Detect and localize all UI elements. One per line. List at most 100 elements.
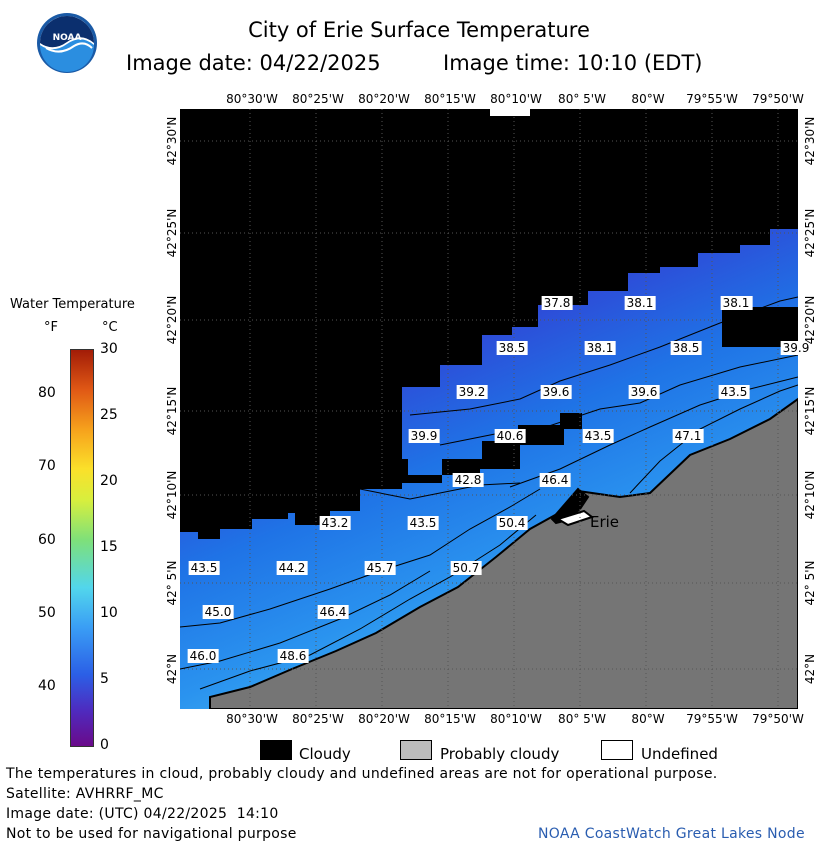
isotherm-label: 39.6 bbox=[540, 385, 572, 399]
colorbar-c-tick: 5 bbox=[100, 671, 109, 687]
longitude-label-top: 79°55'W bbox=[686, 92, 738, 106]
longitude-label-bottom: 80°25'W bbox=[292, 712, 344, 726]
isotherm-label: 39.2 bbox=[456, 385, 488, 399]
longitude-label-top: 79°50'W bbox=[752, 92, 804, 106]
colorbar-f-tick: 80 bbox=[38, 385, 56, 401]
colorbar-title: Water Temperature bbox=[10, 297, 135, 312]
longitude-label-bottom: 79°50'W bbox=[752, 712, 804, 726]
isotherm-label: 38.1 bbox=[720, 296, 752, 310]
latitude-label-left: 42°20'N bbox=[165, 295, 179, 345]
colorbar-c-tick: 30 bbox=[100, 341, 118, 357]
latitude-label-left: 42°30'N bbox=[165, 116, 179, 166]
colorbar-c-tick: 15 bbox=[100, 539, 118, 555]
legend-swatch-undefined bbox=[601, 740, 633, 760]
legend-label-cloudy: Cloudy bbox=[299, 745, 351, 763]
colorbar-f-tick: 50 bbox=[38, 605, 56, 621]
disclaimer-text: The temperatures in cloud, probably clou… bbox=[6, 766, 718, 782]
isotherm-label: 43.5 bbox=[188, 561, 220, 575]
isotherm-label: 45.0 bbox=[202, 605, 234, 619]
latitude-label-right: 42°N bbox=[803, 653, 817, 685]
latitude-label-left: 42°N bbox=[165, 653, 179, 685]
temperature-map bbox=[179, 109, 799, 710]
noaa-logo: NOAA bbox=[36, 12, 98, 74]
colorbar-c-tick: 25 bbox=[100, 407, 118, 423]
longitude-label-top: 80°W bbox=[631, 92, 665, 106]
longitude-label-bottom: 80°20'W bbox=[358, 712, 410, 726]
presque-isle-bay bbox=[555, 509, 595, 527]
latitude-label-right: 42°25'N bbox=[803, 208, 817, 258]
image-date: Image date: 04/22/2025 bbox=[126, 51, 381, 75]
longitude-label-top: 80° 5'W bbox=[558, 92, 606, 106]
colorbar-unit-f: °F bbox=[44, 320, 58, 335]
latitude-label-right: 42°30'N bbox=[803, 116, 817, 166]
utc-date-text: Image date: (UTC) 04/22/2025 14:10 bbox=[6, 806, 279, 822]
longitude-label-top: 80°25'W bbox=[292, 92, 344, 106]
isotherm-label: 46.4 bbox=[539, 473, 571, 487]
graticule bbox=[180, 109, 798, 709]
isotherm-label: 43.5 bbox=[407, 516, 439, 530]
isotherm-label: 46.0 bbox=[187, 649, 219, 663]
isotherm-label: 50.4 bbox=[496, 516, 528, 530]
credit-link[interactable]: NOAA CoastWatch Great Lakes Node bbox=[538, 826, 805, 842]
isotherm-label: 39.9 bbox=[780, 341, 812, 355]
isotherm-label: 50.7 bbox=[450, 561, 482, 575]
isotherm-label: 37.8 bbox=[541, 296, 573, 310]
longitude-label-top: 80°10'W bbox=[490, 92, 542, 106]
noaa-logo-icon bbox=[37, 13, 97, 73]
isotherm-label: 45.7 bbox=[364, 561, 396, 575]
latitude-label-left: 42° 5'N bbox=[165, 560, 179, 606]
colorbar-c-tick: 20 bbox=[100, 473, 118, 489]
isotherm-label: 38.1 bbox=[584, 341, 616, 355]
page-title: City of Erie Surface Temperature bbox=[248, 18, 590, 42]
longitude-label-top: 80°20'W bbox=[358, 92, 410, 106]
cloud-patch bbox=[722, 307, 798, 347]
longitude-label-bottom: 80°15'W bbox=[424, 712, 476, 726]
colorbar-c-tick: 0 bbox=[100, 737, 109, 753]
longitude-label-top: 80°30'W bbox=[226, 92, 278, 106]
longitude-label-bottom: 80° 5'W bbox=[558, 712, 606, 726]
undefined-patch bbox=[490, 109, 530, 116]
isotherm-label: 43.2 bbox=[319, 516, 351, 530]
isotherm-label: 42.8 bbox=[452, 473, 484, 487]
isotherm-label: 43.5 bbox=[718, 385, 750, 399]
legend-label-probably-cloudy: Probably cloudy bbox=[440, 745, 560, 763]
legend-swatch-cloudy bbox=[260, 740, 292, 760]
city-label-erie: Erie bbox=[590, 513, 620, 531]
colorbar-f-tick: 70 bbox=[38, 458, 56, 475]
longitude-label-top: 80°15'W bbox=[424, 92, 476, 106]
latitude-label-right: 42°20'N bbox=[803, 295, 817, 345]
colorbar bbox=[70, 349, 94, 747]
latitude-label-right: 42°10'N bbox=[803, 470, 817, 520]
colorbar-c-tick: 10 bbox=[100, 605, 118, 621]
colorbar-f-tick: 40 bbox=[38, 678, 56, 695]
latitude-label-left: 42°15'N bbox=[165, 386, 179, 436]
isotherm-label: 43.5 bbox=[582, 429, 614, 443]
map-panel: Erie 37.837.838.138.138.538.138.539.939.… bbox=[179, 109, 812, 710]
latitude-label-left: 42°10'N bbox=[165, 470, 179, 520]
legend-swatch-probably-cloudy bbox=[400, 740, 432, 760]
land-area bbox=[209, 397, 799, 710]
isotherm-label: 38.5 bbox=[496, 341, 528, 355]
isotherm-label: 48.6 bbox=[277, 649, 309, 663]
isotherm-label: 40.6 bbox=[494, 429, 526, 443]
isotherm-label: 46.4 bbox=[317, 605, 349, 619]
longitude-label-bottom: 80°10'W bbox=[490, 712, 542, 726]
longitude-label-bottom: 80°W bbox=[631, 712, 665, 726]
isotherm-label: 39.6 bbox=[628, 385, 660, 399]
latitude-label-left: 42°25'N bbox=[165, 208, 179, 258]
isotherm-label: 38.1 bbox=[624, 296, 656, 310]
longitude-label-bottom: 79°55'W bbox=[686, 712, 738, 726]
image-time: Image time: 10:10 (EDT) bbox=[443, 51, 703, 75]
longitude-label-bottom: 80°30'W bbox=[226, 712, 278, 726]
navigation-warning: Not to be used for navigational purpose bbox=[6, 826, 297, 842]
isotherm-label: 39.9 bbox=[408, 429, 440, 443]
latitude-label-right: 42°15'N bbox=[803, 386, 817, 436]
legend-label-undefined: Undefined bbox=[641, 745, 718, 763]
isotherm-label: 38.5 bbox=[670, 341, 702, 355]
logo-text: NOAA bbox=[52, 33, 82, 43]
isotherm-label: 47.1 bbox=[672, 429, 704, 443]
colorbar-f-tick: 60 bbox=[38, 531, 56, 548]
latitude-label-right: 42° 5'N bbox=[803, 560, 817, 606]
satellite-text: Satellite: AVHRRF_MC bbox=[6, 786, 164, 802]
isotherm-label: 44.2 bbox=[276, 561, 308, 575]
